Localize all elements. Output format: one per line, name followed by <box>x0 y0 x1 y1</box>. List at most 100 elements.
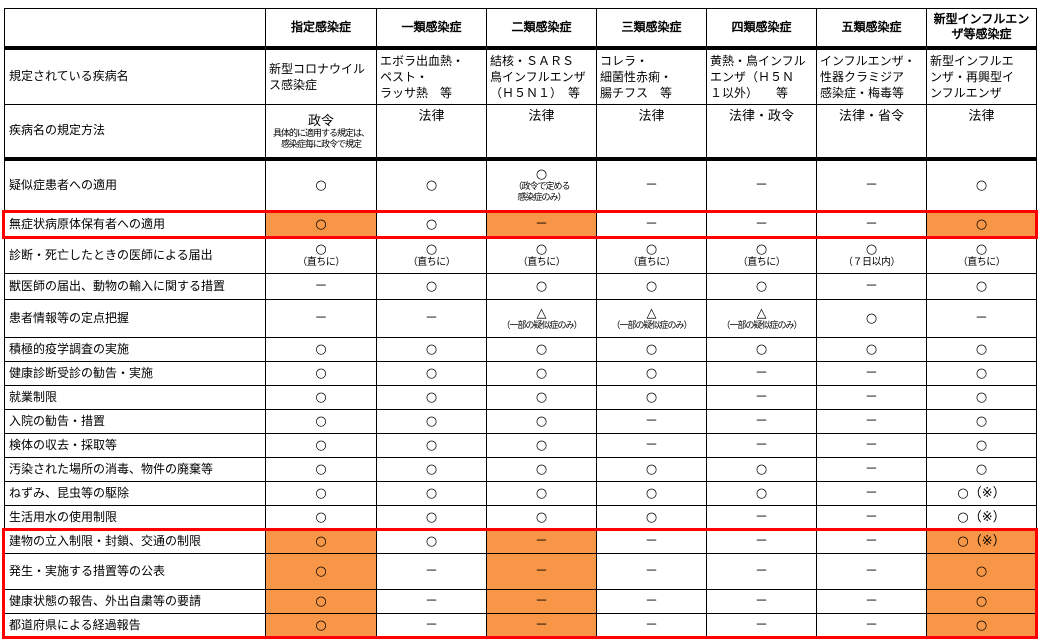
row-label: 積極的疫学調査の実施 <box>4 337 266 362</box>
cell-value: ○ <box>535 342 548 357</box>
cell-value: 政令 <box>307 114 334 130</box>
cell-note: （一部の疑似症のみ） <box>501 320 582 331</box>
cell-value: 法律 <box>528 109 555 124</box>
cell-value: ○ <box>865 311 878 326</box>
value-cell: ○ （政令で定める 感染症のみ） <box>486 158 597 212</box>
row-label: 汚染された場所の消毒、物件の廃棄等 <box>4 457 266 482</box>
cell-value: ○ <box>645 510 658 525</box>
row-label: 入院の勧告・措置 <box>4 409 266 434</box>
value-cell: ○ <box>376 433 487 458</box>
row-label: 就業制限 <box>4 385 266 410</box>
cell-value: ○ <box>645 486 658 501</box>
table-row: 疑似症患者への適用 ○ ○ ○ （政令で定める 感染症のみ）－－－ ○ <box>4 158 1037 212</box>
value-cell: ○ <box>596 505 707 530</box>
cell-value: － <box>314 279 328 294</box>
value-cell: ○ （直ちに） <box>596 236 707 274</box>
table-row: 生活用水の使用制限 ○ ○ ○ ○ － － ○（※） <box>4 505 1037 530</box>
cell-value: － <box>644 564 658 579</box>
cell-value: － <box>424 594 438 609</box>
cell-value: ○ <box>535 390 548 405</box>
cell-value: ○（※） <box>957 510 1006 525</box>
cell-value: ○ <box>315 462 327 477</box>
cell-value: ○ <box>315 390 327 405</box>
cell-value: － <box>644 414 658 429</box>
cell-value: － <box>864 390 878 405</box>
cell-value: ○ <box>975 390 988 405</box>
cell-value: － <box>864 510 878 525</box>
cell-value: － <box>534 594 548 609</box>
value-cell: － <box>596 589 707 614</box>
table-row: 積極的疫学調査の実施 ○ ○ ○ ○ ○ ○ ○ <box>4 337 1037 362</box>
value-cell: ○ <box>926 273 1037 300</box>
column-header: 一類感染症 <box>376 8 487 50</box>
value-cell: － <box>596 433 707 458</box>
cell-value: － <box>864 486 878 501</box>
value-cell: ○ <box>486 337 597 362</box>
cell-value: ○ <box>645 279 658 294</box>
table-row: 健康状態の報告、外出自粛等の要請 ○ － － － － － ○ <box>4 589 1037 614</box>
value-cell: － <box>706 529 817 554</box>
value-cell: ○ <box>376 457 487 482</box>
cell-value: ○ <box>975 564 988 579</box>
cell-value: － <box>534 564 548 579</box>
cell-value: △ <box>646 305 657 321</box>
value-cell: ○ <box>376 211 487 237</box>
row-label: ねずみ、昆虫等の駆除 <box>4 481 266 506</box>
cell-value: － <box>534 617 548 633</box>
table-row: 建物の立入制限・封鎖、交通の制限 ○ ○ － － － － ○（※） <box>4 529 1037 554</box>
value-cell: ○ <box>486 361 597 386</box>
definition-method-cell: 法律・省令 <box>816 104 927 161</box>
cell-value: － <box>864 216 878 232</box>
value-cell: － <box>816 505 927 530</box>
cell-value: ○ <box>755 241 768 257</box>
value-cell: ○ <box>596 337 707 362</box>
highlighted-cell: ○ <box>265 553 377 590</box>
value-cell: － <box>706 589 817 614</box>
value-cell: ○ <box>926 433 1037 458</box>
value-cell: ○ <box>265 158 377 212</box>
value-cell: ○ （直ちに） <box>486 236 597 274</box>
cell-value: ○ <box>425 216 438 232</box>
highlighted-cell: ○ <box>265 613 377 637</box>
row-label: 患者情報等の定点把握 <box>4 299 266 338</box>
value-cell: ○ <box>816 299 927 338</box>
value-cell: ○ <box>596 457 707 482</box>
value-cell: ○ <box>596 361 707 386</box>
cell-value: － <box>864 366 878 381</box>
value-cell: － <box>706 409 817 434</box>
cell-value: － <box>644 216 658 232</box>
table-row: 検体の収去・採取等 ○ ○ ○ － － － ○ <box>4 433 1037 458</box>
value-cell: － <box>706 158 817 212</box>
value-cell: ○ （直ちに） <box>926 236 1037 274</box>
definition-method-cell: 法律 <box>486 104 597 161</box>
table-row: 患者情報等の定点把握－－ △ （一部の疑似症のみ） △ （一部の疑似症のみ） △ （一部の疑… <box>4 299 1037 338</box>
cell-value: － <box>754 216 768 232</box>
table-row: 就業制限 ○ ○ ○ ○ － － ○ <box>4 385 1037 410</box>
value-cell: － <box>706 505 817 530</box>
value-cell: ○ <box>926 385 1037 410</box>
value-cell: － <box>706 433 817 458</box>
value-cell: ○ <box>376 337 487 362</box>
disease-names-cell: コレラ・ 細菌性赤痢・ 腸チフス 等 <box>596 47 707 105</box>
value-cell: － <box>596 158 707 212</box>
cell-value: ○ <box>645 462 658 477</box>
cell-value: ○ <box>315 178 327 194</box>
cell-value: ○（※） <box>957 486 1006 501</box>
cell-value: ○ <box>755 486 768 501</box>
value-cell: ○ <box>376 361 487 386</box>
row-label: 健康診断受診の勧告・実施 <box>4 361 266 386</box>
value-cell: ○ （７日以内） <box>816 236 927 274</box>
value-cell: － <box>376 299 487 338</box>
row-label: 健康状態の報告、外出自粛等の要請 <box>4 589 266 614</box>
column-header: 新型インフルエンザ等感染症 <box>926 8 1037 50</box>
disease-names-cell: インフルエンザ・ 性器クラミジア 感染症・梅毒等 <box>816 47 927 105</box>
value-cell: ○ <box>265 337 377 362</box>
cell-note: （直ちに） <box>627 256 676 268</box>
cell-value: － <box>424 564 438 579</box>
cell-value: ○ <box>645 342 658 357</box>
cell-note: （直ちに） <box>737 256 786 268</box>
row-label: 診断・死亡したときの医師による届出 <box>4 236 266 274</box>
value-cell: ○ <box>265 481 377 506</box>
cell-value: ○ <box>975 617 988 633</box>
cell-value: ○ <box>755 462 768 477</box>
